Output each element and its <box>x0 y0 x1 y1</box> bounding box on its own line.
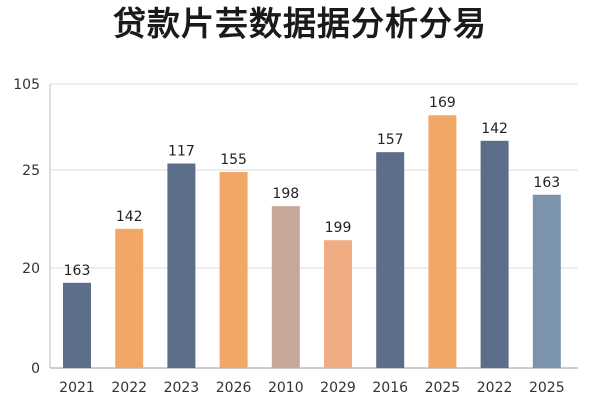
x-tick-label: 2023 <box>164 380 200 396</box>
x-tick-label: 2021 <box>59 380 95 396</box>
y-tick-label: 20 <box>22 261 40 277</box>
x-tick-label: 2025 <box>529 380 565 396</box>
data-label: 169 <box>429 95 456 111</box>
data-label: 142 <box>116 209 143 225</box>
data-label: 163 <box>533 175 560 191</box>
bar-2029 <box>324 240 352 368</box>
bar-2025 <box>428 115 457 369</box>
bar-2025 <box>532 194 561 368</box>
bar-2022 <box>480 140 509 368</box>
data-label: 163 <box>64 263 91 279</box>
x-tick-label: 2029 <box>320 380 356 396</box>
x-tick-label: 2022 <box>477 380 513 396</box>
data-label: 157 <box>377 132 404 148</box>
x-tick-label: 2026 <box>216 380 252 396</box>
y-tick-label: 0 <box>31 361 40 377</box>
x-tick-label: 2025 <box>425 380 461 396</box>
data-label: 155 <box>220 152 247 168</box>
bar-2010 <box>271 206 300 368</box>
x-tick-label: 2022 <box>111 380 147 396</box>
data-label: 198 <box>272 186 299 202</box>
x-tick-label: 2016 <box>372 380 408 396</box>
x-tick-label: 2010 <box>268 380 304 396</box>
data-label: 117 <box>168 144 195 160</box>
bar-2016 <box>376 152 405 368</box>
y-tick-label: 105 <box>13 77 40 93</box>
data-label: 142 <box>481 121 508 137</box>
bar-2022 <box>115 228 144 368</box>
data-label: 199 <box>325 220 352 236</box>
bar-2021 <box>63 282 91 368</box>
bar-2026 <box>219 172 248 368</box>
bar-2023 <box>167 163 196 368</box>
chart-title: 贷款片芸数据据分析分易 <box>113 4 487 43</box>
y-tick-label: 25 <box>22 163 40 179</box>
